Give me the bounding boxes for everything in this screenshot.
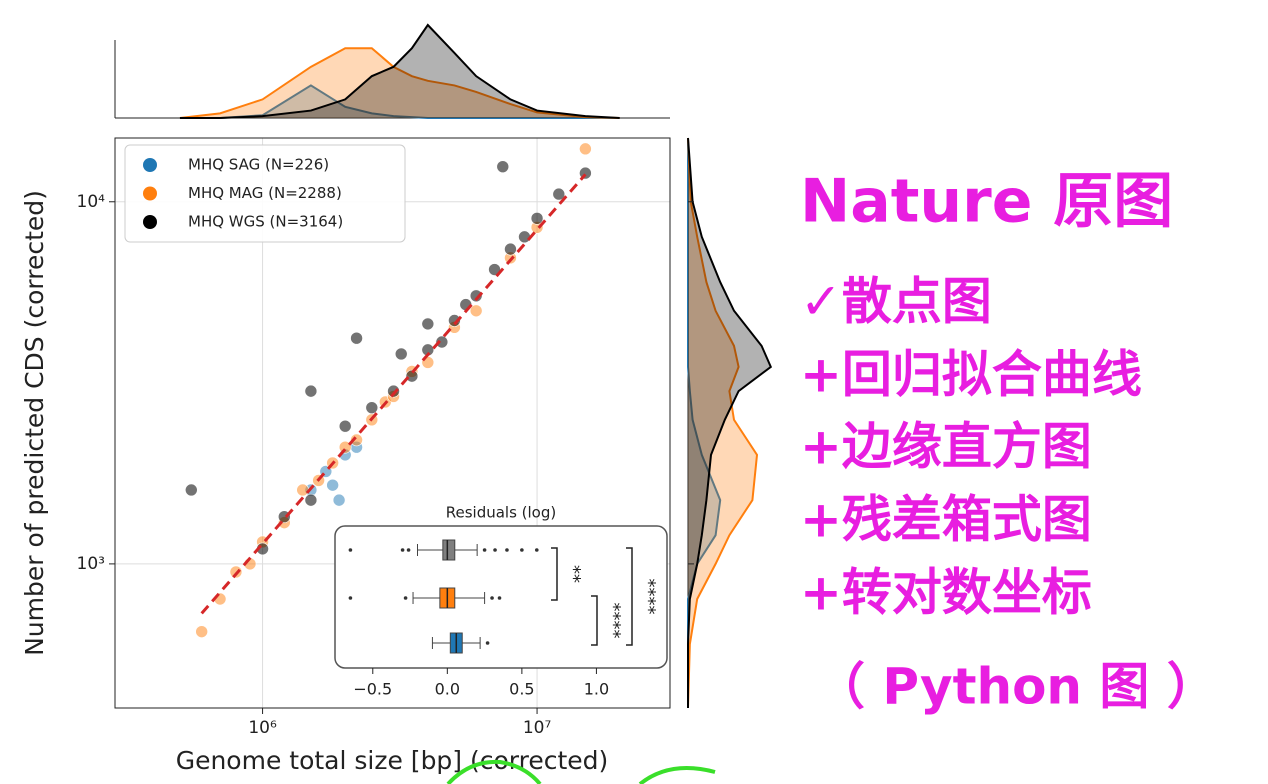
- legend-marker: [143, 215, 157, 229]
- legend-marker: [143, 186, 157, 201]
- flier: [505, 548, 509, 552]
- scatter-point: [394, 347, 408, 361]
- side-text: +边缘直方图: [800, 418, 1092, 476]
- significance-label: ****: [638, 579, 659, 615]
- side-text: +转对数坐标: [800, 564, 1092, 622]
- density-area: [179, 25, 620, 118]
- legend-label: MHQ WGS (N=3164): [188, 213, 343, 231]
- scatter-point: [304, 384, 318, 398]
- fit-line: [200, 173, 587, 615]
- flier: [348, 596, 353, 600]
- plot-frame: [114, 137, 671, 709]
- flier: [534, 548, 539, 552]
- density-area: [688, 138, 771, 708]
- x-axis-label: Genome total size [bp] (corrected): [176, 746, 609, 775]
- side-text: （ Python 图 ）: [815, 658, 1217, 716]
- side-text: Nature 原图: [800, 167, 1173, 237]
- scatter-point: [405, 369, 419, 383]
- flier: [406, 548, 411, 552]
- scatter-point: [387, 384, 400, 398]
- scatter-point: [304, 493, 318, 507]
- flier: [497, 596, 502, 600]
- scatter-point: [421, 317, 435, 331]
- flier: [485, 641, 490, 645]
- density-line: [179, 47, 620, 119]
- flier: [400, 548, 405, 552]
- box: [442, 539, 456, 561]
- scatter-point: [504, 242, 517, 256]
- scatter-point: [518, 230, 531, 244]
- flier: [348, 548, 353, 552]
- side-text: ✓散点图: [800, 273, 992, 331]
- density-area: [179, 85, 620, 118]
- scatter-point: [530, 212, 544, 225]
- density-line: [687, 137, 773, 708]
- scatter-point: [469, 289, 483, 303]
- scatter-point: [350, 331, 363, 345]
- x-tick-label: 10⁷: [523, 718, 552, 738]
- side-text: +回归拟合曲线: [800, 346, 1142, 404]
- flier: [403, 596, 408, 600]
- flier: [482, 548, 487, 552]
- density-line: [179, 84, 620, 119]
- scatter-point: [195, 625, 208, 638]
- x-tick-label: 10⁶: [248, 718, 277, 738]
- scatter-point: [296, 483, 309, 497]
- scatter-point: [350, 433, 363, 447]
- flier: [490, 596, 494, 600]
- legend-box: [124, 144, 406, 243]
- legend-marker: [143, 158, 157, 172]
- scatter-point: [332, 493, 346, 507]
- y-tick-label: 10⁴: [77, 192, 106, 212]
- significance-bracket: [551, 547, 558, 601]
- flier: [520, 548, 524, 552]
- legend-label: MHQ SAG (N=226): [188, 156, 329, 174]
- inset-tick-label: −0.5: [353, 680, 392, 699]
- y-tick-label: 10³: [77, 554, 105, 574]
- significance-label: **: [563, 565, 584, 583]
- legend-label: MHQ MAG (N=2288): [188, 184, 342, 202]
- significance-label: ****: [603, 603, 624, 639]
- significance-bracket: [591, 595, 598, 646]
- side-text: +残差箱式图: [800, 491, 1092, 549]
- scatter-point: [184, 483, 198, 497]
- density-area: [179, 48, 620, 118]
- y-axis-label: Number of predicted CDS (corrected): [20, 190, 49, 656]
- scatter-point: [552, 187, 566, 201]
- scribble: [638, 766, 716, 784]
- scribble: [446, 759, 542, 784]
- inset-title: Residuals (log): [446, 504, 557, 522]
- scatter-point: [579, 142, 592, 156]
- significance-bracket: [626, 547, 633, 646]
- scatter-point: [338, 419, 352, 433]
- inset-tick-label: 1.0: [584, 680, 609, 699]
- flier: [493, 548, 497, 552]
- scatter-point: [496, 160, 510, 173]
- density-line: [179, 23, 620, 119]
- scatter-point: [448, 314, 461, 327]
- inset-tick-label: 0.0: [435, 680, 460, 699]
- scatter-point: [469, 304, 483, 318]
- scatter-point: [326, 478, 339, 492]
- scatter-point: [435, 335, 449, 349]
- scatter-point: [338, 440, 352, 454]
- inset-tick-label: 0.5: [509, 680, 534, 699]
- scatter-point: [365, 401, 379, 414]
